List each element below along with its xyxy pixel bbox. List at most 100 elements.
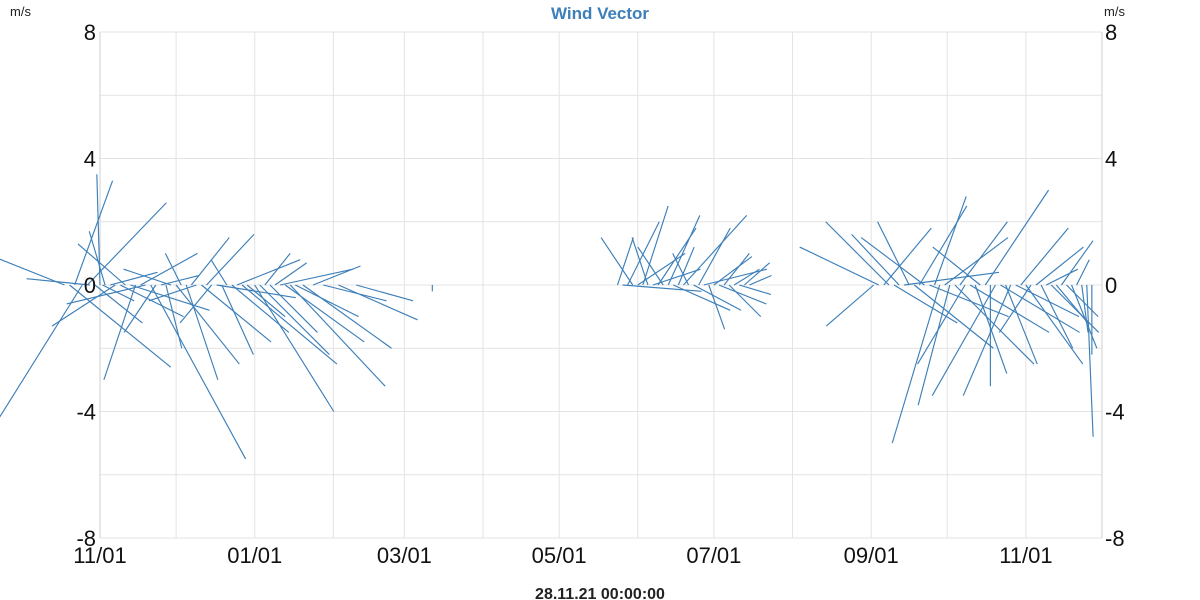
wind-vector [713,256,753,286]
y-tick-label-right: 8 [1105,20,1117,45]
wind-vector [148,284,197,302]
wind-vector [356,284,414,302]
x-axis: 11/01 01/01 03/01 05/01 07/01 09/01 11/01 [73,543,1052,568]
wind-vector [259,284,330,355]
wind-vector [88,231,106,286]
wind-vector [984,189,1050,286]
wind-vector [974,284,1008,374]
wind-vector [1076,259,1090,286]
y-tick-label-right: -4 [1105,400,1125,425]
wind-vector [825,221,890,286]
wind-vector [123,284,157,333]
x-tick-label: 05/01 [532,543,587,568]
wind-vector [913,284,994,349]
wind-vector [616,237,634,286]
wind-vector [1040,284,1074,349]
wind-vector [246,284,286,318]
y-tick-label-right: 0 [1105,273,1117,298]
wind-vector [254,284,335,412]
wind-vector [66,284,146,305]
wind-vector [954,284,1035,365]
wind-vector [723,253,750,286]
wind-vector [210,259,228,286]
wind-vector [51,284,116,327]
wind-vector [627,221,660,286]
wind-vector [269,284,318,333]
wind-vector [1071,284,1098,349]
wind-vector [703,268,768,286]
wind-vector [600,237,634,286]
wind-vector [302,284,392,349]
wind-vector [175,284,240,365]
wind-vector [295,284,359,318]
wind-vector [959,221,1008,286]
wind-vector [1066,284,1099,318]
wind-vector [206,234,255,286]
wind-vector [931,284,996,396]
wind-vector [236,259,301,286]
wind-vector [718,284,767,305]
wind-vector [969,284,1050,333]
wind-vector [130,284,210,311]
wind-vector [1060,240,1094,286]
wind-vector [739,284,772,296]
y-axis-unit-left: m/s [10,4,31,19]
wind-vector [140,252,198,286]
wind-vector [201,284,272,343]
wind-vector [221,284,254,355]
wind-vector [677,246,695,286]
wind-vector [1055,284,1089,324]
wind-vector [622,284,702,292]
wind-vector [932,246,981,286]
y-axis-left: 8 4 0 -4 -8 [76,20,96,551]
x-tick-label: 01/01 [227,543,282,568]
wind-vector [323,284,387,302]
wind-vector [743,262,771,286]
y-tick-label-left: 0 [84,273,96,298]
wind-vector [26,278,90,286]
wind-vector [962,284,1012,396]
wind-vector [1020,227,1069,286]
wind-vector [1081,284,1089,333]
grid [99,31,1103,539]
wind-vector [673,284,731,311]
wind-vector [860,237,925,286]
wind-vector [109,271,158,286]
x-tick-label: 03/01 [377,543,432,568]
wind-vector [917,284,966,365]
wind-vector [667,215,701,286]
wind-vector [944,237,1009,286]
wind-vector [312,265,361,286]
wind-vector [1005,284,1038,365]
wind-vector [642,205,669,286]
wind-vector [918,205,968,286]
wind-vector [102,284,135,302]
wind-vector [1086,284,1094,437]
wind-vector [631,237,649,286]
wind-vector [77,243,126,286]
wind-vector [825,284,875,327]
wind-vector [289,284,386,387]
y-axis-right: 8 4 0 -4 -8 [1105,20,1125,551]
wind-vector [123,268,172,286]
wind-vector [74,180,114,286]
wind-vector [0,258,65,286]
y-tick-label-left: 8 [84,20,96,45]
wind-vector [264,253,291,286]
wind-vector [733,268,760,286]
chart-title: Wind Vector [551,4,649,23]
wind-vector [799,246,880,286]
wind-vector [185,284,219,381]
y-axis-unit-right: m/s [1104,4,1125,19]
wind-vector [672,253,690,286]
x-tick-label: 11/01 [73,543,126,568]
wind-vectors [0,174,1100,460]
wind-vector [150,284,247,460]
wind-vector [1035,246,1084,286]
x-tick-label: 07/01 [686,543,741,568]
y-tick-label-left: 4 [84,147,96,172]
wind-vector [1045,268,1079,286]
wind-vector [1015,284,1080,318]
